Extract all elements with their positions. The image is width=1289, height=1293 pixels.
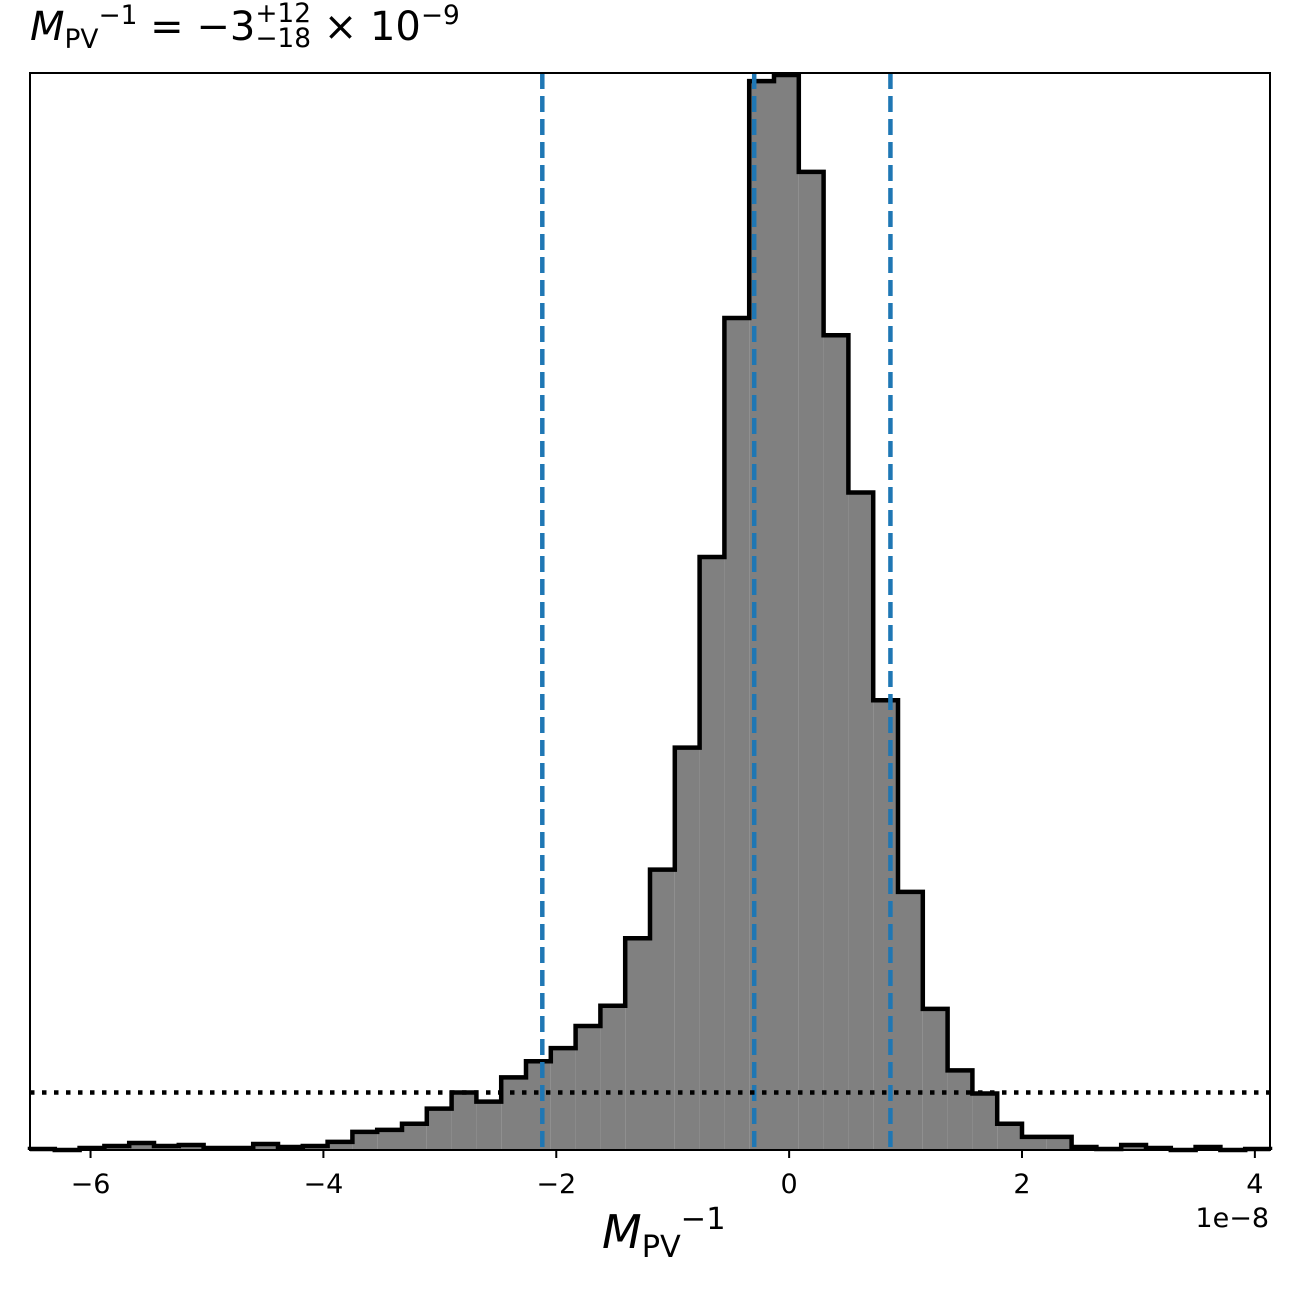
histogram-bar: [823, 335, 849, 1150]
histogram-outline: [27, 72, 1273, 1153]
histogram-bar: [550, 1048, 576, 1150]
histogram-bar: [426, 1108, 452, 1150]
histogram-bar: [253, 1143, 278, 1150]
histogram-bar: [1046, 1136, 1072, 1150]
histogram-bar: [501, 1077, 526, 1150]
histogram-bar: [129, 1142, 154, 1150]
histogram-bar: [625, 938, 650, 1150]
histogram-bar: [774, 75, 799, 1151]
histogram-bar: [650, 869, 675, 1150]
histogram-bar: [600, 1005, 626, 1150]
histogram-bar: [526, 1061, 551, 1150]
histogram-bar: [848, 492, 874, 1150]
histogram-bar: [997, 1123, 1022, 1150]
histogram-bar: [1121, 1144, 1146, 1150]
histogram-bar: [178, 1144, 204, 1150]
histogram-bars: [27, 72, 1273, 1153]
histogram-bar: [377, 1129, 402, 1150]
histogram-bar: [724, 318, 750, 1151]
x-tick-label: 2: [1013, 1169, 1030, 1200]
plot-frame: [29, 72, 1271, 1151]
histogram-bar: [947, 1070, 973, 1150]
histogram-bar: [898, 891, 923, 1150]
histogram-bar: [674, 747, 700, 1150]
histogram-bar: [476, 1101, 502, 1150]
histogram-bar: [575, 1025, 601, 1150]
histogram-bar: [352, 1131, 378, 1150]
histogram-bar: [451, 1092, 477, 1150]
x-axis: −6 −4 −2 0 2 4: [71, 1150, 1263, 1200]
x-tick-label: −2: [536, 1169, 576, 1200]
histogram-bar: [327, 1141, 353, 1150]
x-tick-label: 0: [781, 1169, 798, 1200]
x-tick-label: 4: [1246, 1169, 1263, 1200]
histogram-bar: [699, 557, 725, 1150]
x-axis-label: MPV−1: [602, 1202, 726, 1266]
x-tick-label: −4: [304, 1169, 344, 1200]
histogram-bar: [972, 1093, 998, 1150]
histogram-bar: [1022, 1136, 1047, 1150]
histogram-bar: [873, 700, 898, 1150]
x-tick-label: −6: [71, 1169, 111, 1200]
histogram-bar: [402, 1123, 427, 1150]
axis-offset-label: 1e−8: [1195, 1203, 1269, 1234]
histogram-bar: [798, 171, 824, 1151]
reference-lines: [30, 73, 1270, 1150]
chart-title: MPV−1 = −3 +12 −18 × 10−9: [30, 0, 460, 55]
histogram-bar: [922, 1008, 948, 1150]
